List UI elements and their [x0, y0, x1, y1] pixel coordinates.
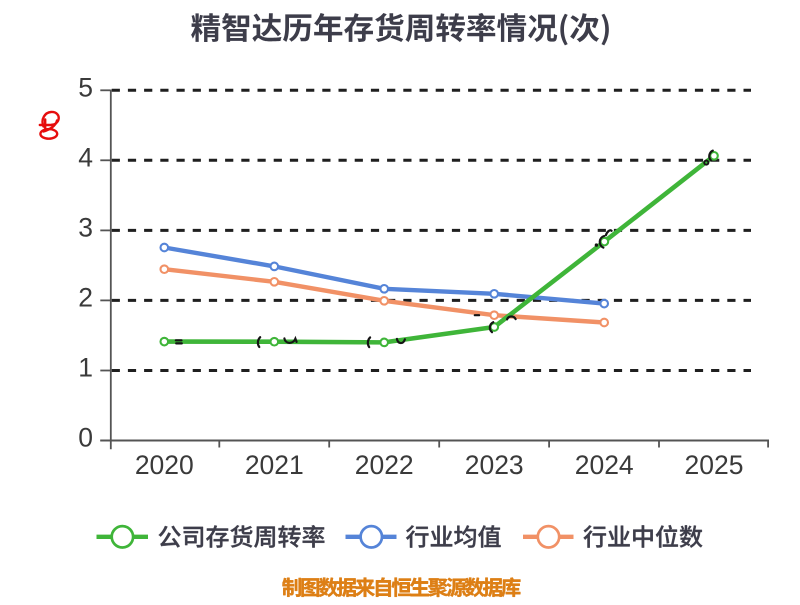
svg-text:0: 0: [78, 423, 93, 453]
svg-text:3: 3: [78, 212, 93, 242]
svg-text:2025: 2025: [685, 450, 744, 480]
svg-text:2022: 2022: [355, 450, 414, 480]
svg-text:2021: 2021: [245, 450, 304, 480]
svg-text:2020: 2020: [135, 450, 194, 480]
svg-text:5: 5: [78, 72, 93, 102]
svg-text:2023: 2023: [465, 450, 524, 480]
svg-text:2024: 2024: [575, 450, 634, 480]
svg-text:2: 2: [78, 282, 93, 312]
svg-text:1: 1: [78, 353, 93, 383]
svg-text:4: 4: [78, 142, 93, 172]
